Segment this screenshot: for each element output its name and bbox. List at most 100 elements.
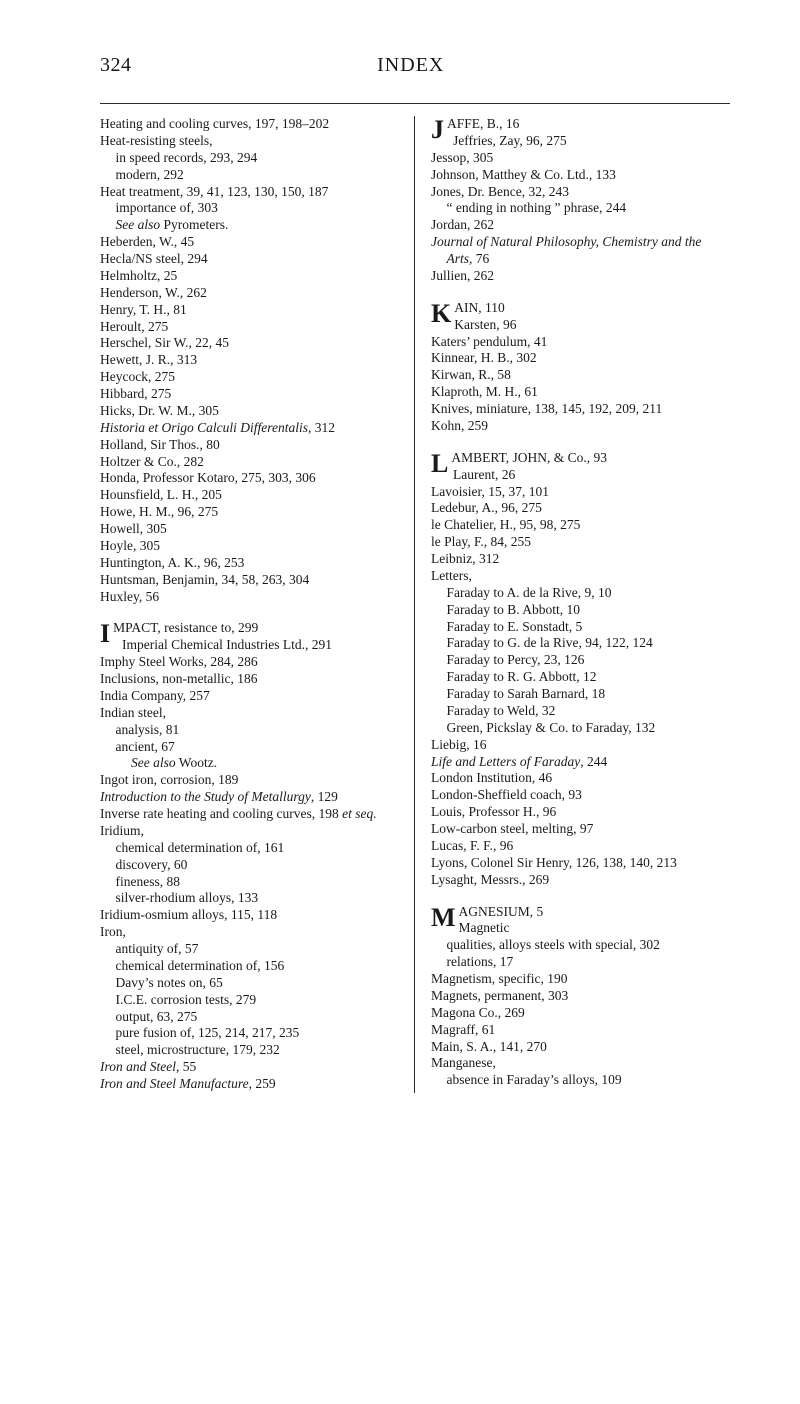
index-entry: Kirwan, R., 58 [431, 367, 730, 384]
index-subentry: Faraday to E. Sonstadt, 5 [431, 619, 730, 636]
index-subentry: Faraday to Sarah Barnard, 18 [431, 686, 730, 703]
index-entry: Iron, [100, 924, 404, 941]
index-entry: Iridium-osmium alloys, 115, 118 [100, 907, 404, 924]
index-entry: Journal of Natural Philosophy, Chemistry… [431, 234, 730, 268]
title-ref: , 76 [469, 251, 489, 266]
entry-text: Inverse rate heating and cooling curves,… [100, 806, 342, 821]
title-italic: Historia et Origo Calculi Differentalis [100, 420, 308, 435]
dropcap-i: I [100, 622, 110, 645]
index-entry: Jones, Dr. Bence, 32, 243 [431, 184, 730, 201]
index-subentry: chemical determination of, 156 [100, 958, 404, 975]
index-entry: Ingot iron, corrosion, 189 [100, 772, 404, 789]
index-subentry: silver-rhodium alloys, 133 [100, 890, 404, 907]
index-subentry: See also Wootz. [100, 755, 404, 772]
drop-line2: Karsten, 96 [453, 317, 730, 334]
index-subentry: Davy’s notes on, 65 [100, 975, 404, 992]
index-subentry: See also Pyrometers. [100, 217, 404, 234]
drop-entry: M AGNESIUM, 5 Magnetic [431, 904, 730, 938]
right-column: J AFFE, B., 16 Jeffries, Zay, 96, 275 Je… [415, 116, 730, 1093]
index-entry: Huntington, A. K., 96, 253 [100, 555, 404, 572]
index-entry: Letters, [431, 568, 730, 585]
j-section: J AFFE, B., 16 Jeffries, Zay, 96, 275 Je… [431, 116, 730, 285]
index-entry: Henderson, W., 262 [100, 285, 404, 302]
index-entry: Hecla/NS steel, 294 [100, 251, 404, 268]
index-entry: Indian steel, [100, 705, 404, 722]
drop-line1: AGNESIUM, 5 [459, 904, 544, 919]
index-subentry: Faraday to B. Abbott, 10 [431, 602, 730, 619]
index-entry: Life and Letters of Faraday, 244 [431, 754, 730, 771]
index-entry: Johnson, Matthey & Co. Ltd., 133 [431, 167, 730, 184]
see-also-target: Pyrometers. [160, 217, 228, 232]
index-entry: Lysaght, Messrs., 269 [431, 872, 730, 889]
drop-line1: AMBERT, JOHN, & Co., 93 [451, 450, 607, 465]
title-ref: , 55 [176, 1059, 196, 1074]
index-subentry: relations, 17 [431, 954, 730, 971]
see-also-target: Wootz. [176, 755, 217, 770]
index-entry: le Chatelier, H., 95, 98, 275 [431, 517, 730, 534]
index-entry: Inverse rate heating and cooling curves,… [100, 806, 404, 823]
see-also: See also [116, 217, 161, 232]
index-entry: Iron and Steel, 55 [100, 1059, 404, 1076]
index-subentry: ancient, 67 [100, 739, 404, 756]
index-entry: Heberden, W., 45 [100, 234, 404, 251]
index-entry: Historia et Origo Calculi Differentalis,… [100, 420, 404, 437]
m-section: M AGNESIUM, 5 Magnetic qualities, alloys… [431, 904, 730, 1090]
index-entry: Iron and Steel Manufacture, 259 [100, 1076, 404, 1093]
title-italic: Iron and Steel Manufacture [100, 1076, 249, 1091]
index-entry: Heroult, 275 [100, 319, 404, 336]
k-section: K AIN, 110 Karsten, 96 Katers’ pendulum,… [431, 300, 730, 435]
index-subentry: Faraday to A. de la Rive, 9, 10 [431, 585, 730, 602]
index-subentry: chemical determination of, 161 [100, 840, 404, 857]
index-entry: Jullien, 262 [431, 268, 730, 285]
index-page: 324 INDEX Heating and cooling curves, 19… [0, 0, 800, 1133]
drop-line1: AFFE, B., 16 [447, 116, 519, 131]
index-entry: London Institution, 46 [431, 770, 730, 787]
index-entry: Heycock, 275 [100, 369, 404, 386]
index-entry: Herschel, Sir W., 22, 45 [100, 335, 404, 352]
index-entry: Inclusions, non-metallic, 186 [100, 671, 404, 688]
index-entry: Huxley, 56 [100, 589, 404, 606]
drop-line2: Laurent, 26 [453, 467, 730, 484]
drop-entry: I MPACT, resistance to, 299 Imperial Che… [100, 620, 404, 654]
index-subentry: steel, microstructure, 179, 232 [100, 1042, 404, 1059]
page-title: INDEX [132, 54, 731, 77]
header-rule [100, 103, 730, 104]
index-entry: Huntsman, Benjamin, 34, 58, 263, 304 [100, 572, 404, 589]
dropcap-j: J [431, 118, 444, 141]
page-number: 324 [100, 54, 132, 77]
index-entry: Hewett, J. R., 313 [100, 352, 404, 369]
index-entry: Imphy Steel Works, 284, 286 [100, 654, 404, 671]
drop-line1: AIN, 110 [454, 300, 505, 315]
i-section: I MPACT, resistance to, 299 Imperial Che… [100, 620, 404, 1093]
index-entry: Henry, T. H., 81 [100, 302, 404, 319]
index-entry: Hoyle, 305 [100, 538, 404, 555]
index-entry: Main, S. A., 141, 270 [431, 1039, 730, 1056]
index-entry: Magona Co., 269 [431, 1005, 730, 1022]
index-entry: Heat-resisting steels, [100, 133, 404, 150]
index-entry: Hicks, Dr. W. M., 305 [100, 403, 404, 420]
title-ref: , 129 [311, 789, 338, 804]
l-section: L AMBERT, JOHN, & Co., 93 Laurent, 26 La… [431, 450, 730, 889]
left-column: Heating and cooling curves, 197, 198–202… [100, 116, 415, 1093]
title-ref: , 244 [580, 754, 607, 769]
index-entry: Kinnear, H. B., 302 [431, 350, 730, 367]
index-entry: Introduction to the Study of Metallurgy,… [100, 789, 404, 806]
dropcap-k: K [431, 302, 451, 325]
title-italic: Iron and Steel [100, 1059, 176, 1074]
index-entry: Manganese, [431, 1055, 730, 1072]
index-subentry: output, 63, 275 [100, 1009, 404, 1026]
see-also: See also [131, 755, 176, 770]
index-entry: Knives, miniature, 138, 145, 192, 209, 2… [431, 401, 730, 418]
title-italic: Life and Letters of Faraday [431, 754, 580, 769]
index-entry: London-Sheffield coach, 93 [431, 787, 730, 804]
index-entry: Helmholtz, 25 [100, 268, 404, 285]
index-subentry: Faraday to Percy, 23, 126 [431, 652, 730, 669]
index-subentry: absence in Faraday’s alloys, 109 [431, 1072, 730, 1089]
index-entry: Jessop, 305 [431, 150, 730, 167]
index-entry: Liebig, 16 [431, 737, 730, 754]
index-subentry: importance of, 303 [100, 200, 404, 217]
index-entry: Heat treatment, 39, 41, 123, 130, 150, 1… [100, 184, 404, 201]
index-entry: Klaproth, M. H., 61 [431, 384, 730, 401]
index-entry: Magnetism, specific, 190 [431, 971, 730, 988]
index-entry: Heating and cooling curves, 197, 198–202 [100, 116, 404, 133]
